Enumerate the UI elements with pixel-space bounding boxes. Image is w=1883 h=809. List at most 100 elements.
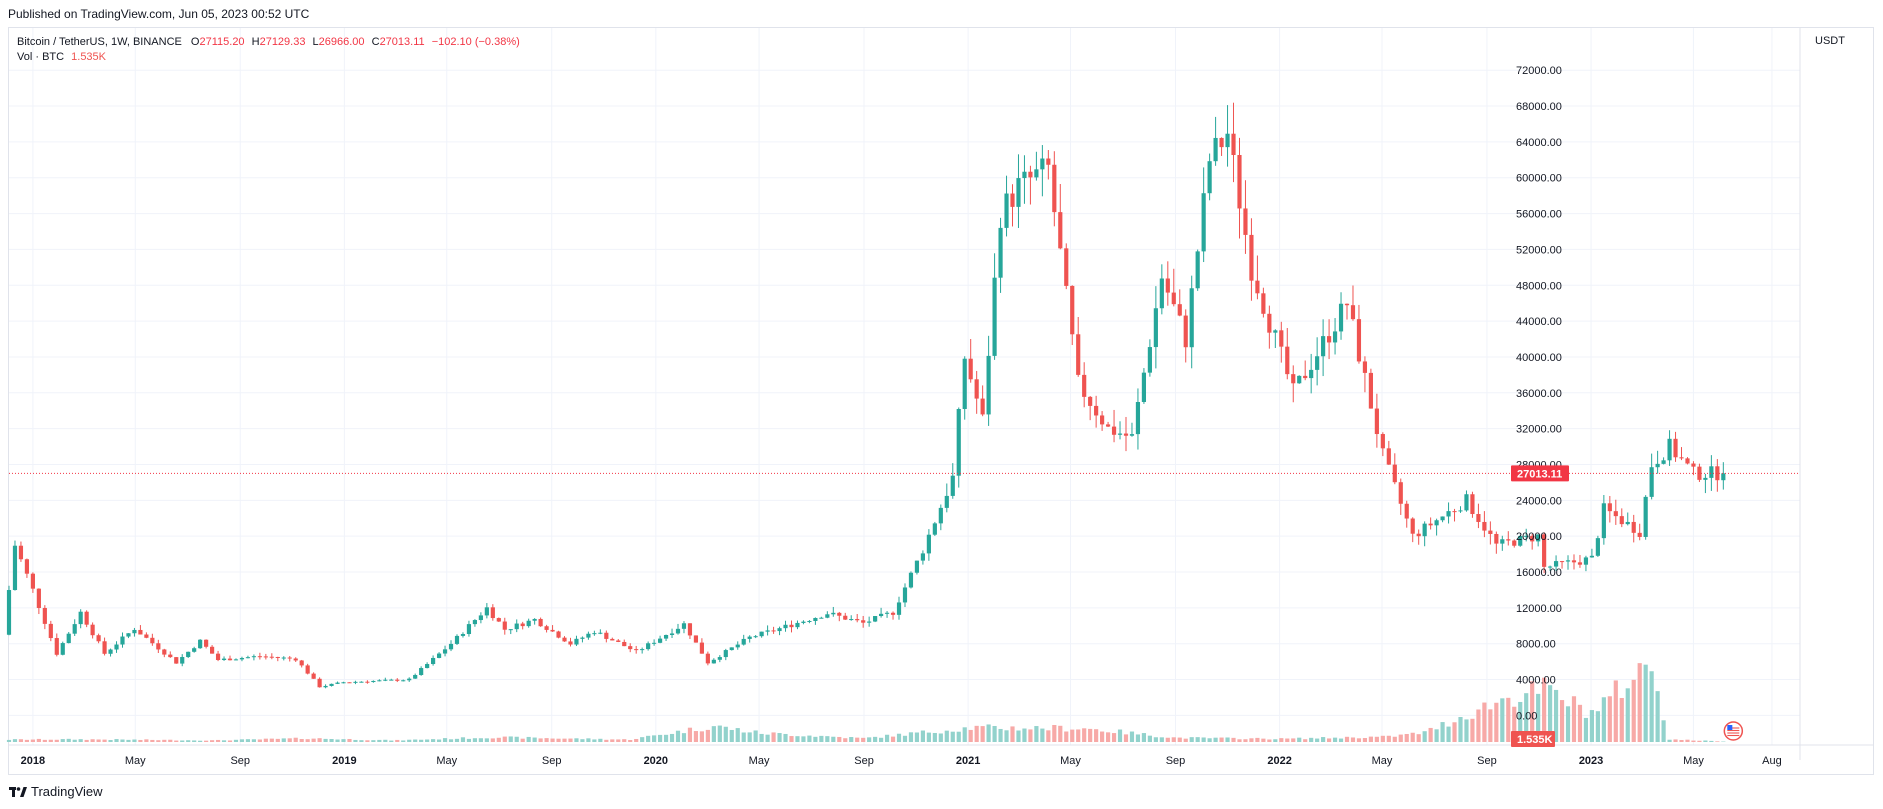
candle-body xyxy=(454,635,460,644)
volume-bar xyxy=(1589,710,1595,742)
volume-bar xyxy=(78,739,83,742)
volume-bar xyxy=(556,738,561,742)
volume-bar xyxy=(448,739,454,742)
volume-bar xyxy=(1129,731,1135,742)
volume-bar xyxy=(956,731,961,742)
tradingview-brand[interactable]: TradingView xyxy=(9,784,103,799)
volume-bar xyxy=(1368,736,1373,742)
volume-bar xyxy=(1404,733,1409,742)
candle-body xyxy=(1111,426,1117,435)
volume-bar xyxy=(454,738,460,742)
candle-body xyxy=(317,678,322,688)
candle-body xyxy=(771,630,776,632)
volume-row: Vol · BTC 1.535K xyxy=(17,50,520,65)
volume-bar xyxy=(1183,738,1188,742)
volume-bar xyxy=(466,738,472,742)
candle-body xyxy=(1380,434,1385,449)
volume-bar xyxy=(813,736,818,742)
candle-body xyxy=(1458,510,1463,512)
volume-bar xyxy=(263,738,268,742)
volume-bar xyxy=(825,736,830,742)
candle-body xyxy=(813,617,818,621)
candle-body xyxy=(938,507,943,524)
candle-body xyxy=(980,398,985,415)
volume-bar xyxy=(42,739,47,742)
volume-bar xyxy=(383,739,388,742)
candle-body xyxy=(652,642,657,644)
volume-bar xyxy=(168,739,173,742)
volume-bar xyxy=(1040,728,1045,742)
volume-bar xyxy=(520,738,525,742)
candle-body xyxy=(789,624,794,628)
candle-body xyxy=(1559,561,1565,563)
candle-body xyxy=(687,623,693,636)
volume-bar xyxy=(705,729,710,742)
candle-body xyxy=(460,634,466,636)
symbol-title[interactable]: Bitcoin / TetherUS, 1W, BINANCE xyxy=(17,36,182,48)
candle-body xyxy=(783,624,788,629)
candle-body xyxy=(1595,538,1600,556)
event-marker-canton xyxy=(1727,725,1733,730)
candle-body xyxy=(1715,466,1720,481)
volume-bar xyxy=(538,738,543,742)
volume-bar xyxy=(1332,737,1338,742)
candle-body xyxy=(1052,164,1057,213)
candle-body xyxy=(884,612,890,614)
volume-value: 1.535K xyxy=(71,51,107,63)
time-tick-label: Sep xyxy=(1166,755,1186,767)
volume-bar xyxy=(305,739,310,742)
candle-body xyxy=(920,553,925,561)
candle-body xyxy=(293,658,298,661)
volume-bar xyxy=(1458,717,1463,742)
published-notice: Published on TradingView.com, Jun 05, 20… xyxy=(8,7,310,21)
price-tick-label: 24000.00 xyxy=(1516,495,1562,507)
volume-bar xyxy=(568,738,573,742)
time-tick-label: May xyxy=(436,755,457,767)
candle-body xyxy=(1165,278,1170,293)
candle-body xyxy=(753,636,758,638)
candle-body xyxy=(1464,494,1469,511)
candle-body xyxy=(568,641,573,645)
volume-bar xyxy=(675,730,681,742)
candle-body xyxy=(1338,303,1344,332)
candle-body xyxy=(1565,560,1571,562)
candle-body xyxy=(186,651,191,658)
volume-bar xyxy=(1034,726,1039,742)
candle-body xyxy=(622,641,627,647)
chart-frame xyxy=(8,27,1874,775)
candle-body xyxy=(646,643,651,650)
candle-body xyxy=(353,681,358,683)
candle-body xyxy=(1362,361,1368,373)
high-label: H xyxy=(251,36,260,48)
brand-name: TradingView xyxy=(31,784,103,799)
candle-body xyxy=(1279,330,1284,347)
candle-body xyxy=(1356,319,1362,362)
volume-bar xyxy=(640,737,645,742)
time-tick-label: Sep xyxy=(854,755,874,767)
volume-label[interactable]: Vol · BTC xyxy=(17,51,65,63)
volume-bar xyxy=(1159,737,1164,742)
volume-bar xyxy=(1703,740,1708,742)
candle-body xyxy=(855,619,860,621)
volume-bar xyxy=(855,737,860,742)
volume-bar xyxy=(1673,739,1678,742)
candle-body xyxy=(323,685,328,688)
candle-body xyxy=(1613,511,1618,517)
volume-bar xyxy=(84,739,89,742)
volume-bar xyxy=(1410,732,1415,742)
candle-body xyxy=(1231,133,1236,155)
volume-bar xyxy=(1482,702,1487,742)
volume-bar xyxy=(102,739,107,742)
volume-bar xyxy=(209,740,215,742)
volume-bar xyxy=(1344,736,1350,742)
candle-body xyxy=(365,681,370,683)
time-tick-label: Sep xyxy=(542,755,562,767)
volume-bar xyxy=(801,736,806,742)
candle-body xyxy=(1428,523,1433,526)
last-price-badge[interactable] xyxy=(1511,465,1569,482)
candle-body xyxy=(759,631,764,637)
volume-bar xyxy=(442,738,448,742)
candle-body xyxy=(347,682,352,684)
candle-body xyxy=(514,623,519,630)
